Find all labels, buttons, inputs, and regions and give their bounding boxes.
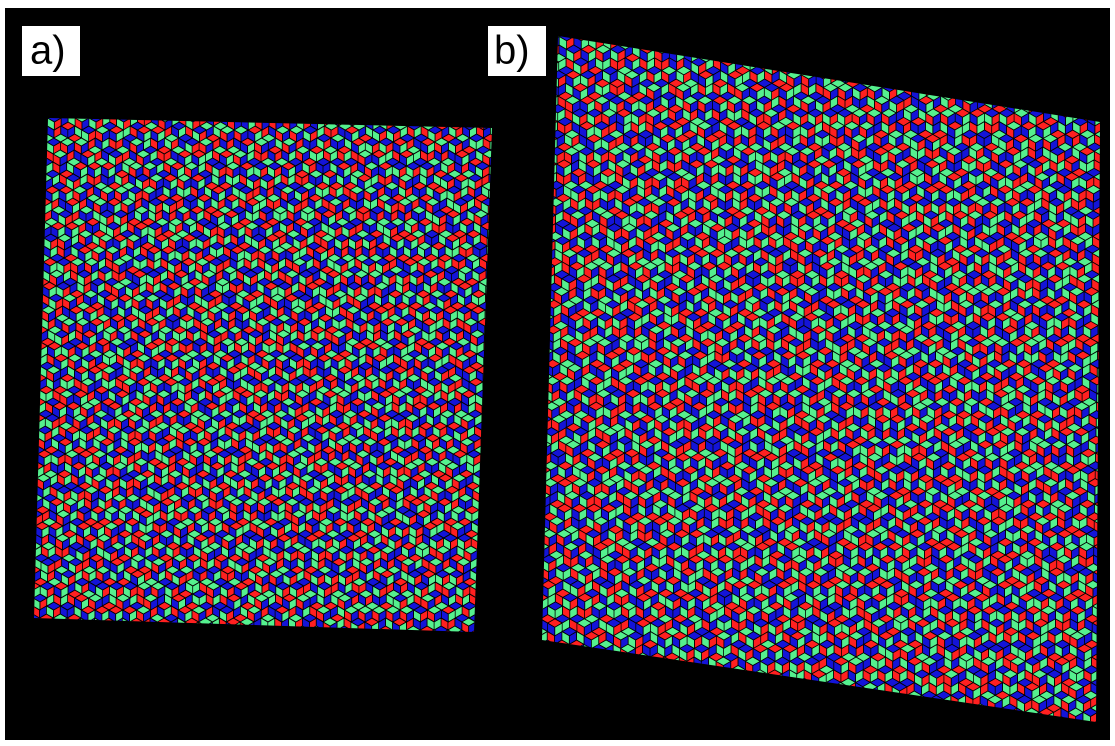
panel-label: b) <box>494 29 530 73</box>
panel-label: a) <box>30 29 66 73</box>
tiling-a <box>0 102 512 646</box>
figure: a) b) <box>0 0 1115 746</box>
tiling-b <box>509 20 1115 738</box>
